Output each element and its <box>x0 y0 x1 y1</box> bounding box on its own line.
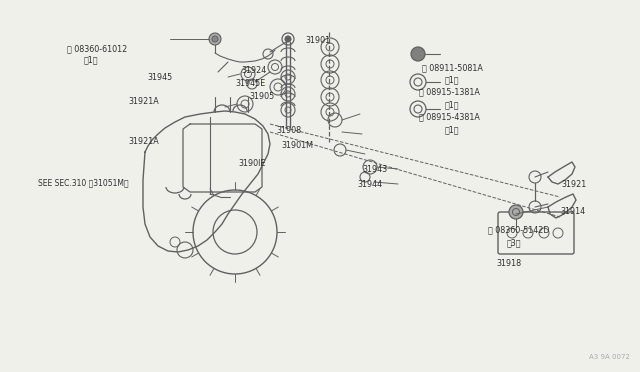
Text: 31901M: 31901M <box>282 141 314 150</box>
Text: 31914: 31914 <box>561 207 586 216</box>
Text: 31921: 31921 <box>562 180 587 189</box>
Text: 31945: 31945 <box>147 73 172 81</box>
Text: SEE SEC.310 （31051M）: SEE SEC.310 （31051M） <box>38 179 129 187</box>
Text: 31918: 31918 <box>496 259 521 268</box>
Circle shape <box>212 36 218 42</box>
Text: 31924: 31924 <box>242 66 267 75</box>
Circle shape <box>285 36 291 42</box>
Text: Ⓢ 08360-5142D: Ⓢ 08360-5142D <box>488 225 549 234</box>
Circle shape <box>411 47 425 61</box>
Text: 3190IE: 3190IE <box>238 159 266 168</box>
Text: Ⓝ 08911-5081A: Ⓝ 08911-5081A <box>422 63 483 72</box>
Text: 31945E: 31945E <box>236 79 266 88</box>
Text: 31901: 31901 <box>306 36 331 45</box>
Text: 31921A: 31921A <box>128 97 159 106</box>
Text: Ⓦ 08915-4381A: Ⓦ 08915-4381A <box>419 113 480 122</box>
Text: 31905: 31905 <box>250 92 275 101</box>
Text: （1）: （1） <box>83 56 98 65</box>
Text: 31944: 31944 <box>357 180 382 189</box>
Text: Ⓢ 08360-61012: Ⓢ 08360-61012 <box>67 45 127 54</box>
Text: 31908: 31908 <box>276 126 301 135</box>
Circle shape <box>209 33 221 45</box>
Text: （1）: （1） <box>445 125 460 134</box>
Text: A3 9A 0072: A3 9A 0072 <box>589 354 630 360</box>
Text: 31943: 31943 <box>363 165 388 174</box>
Text: （1）: （1） <box>445 100 460 109</box>
Circle shape <box>509 205 523 219</box>
Text: 31921A: 31921A <box>128 137 159 146</box>
Text: Ⓦ 08915-1381A: Ⓦ 08915-1381A <box>419 88 480 97</box>
Text: （1）: （1） <box>445 76 460 84</box>
Text: （3）: （3） <box>507 238 522 247</box>
